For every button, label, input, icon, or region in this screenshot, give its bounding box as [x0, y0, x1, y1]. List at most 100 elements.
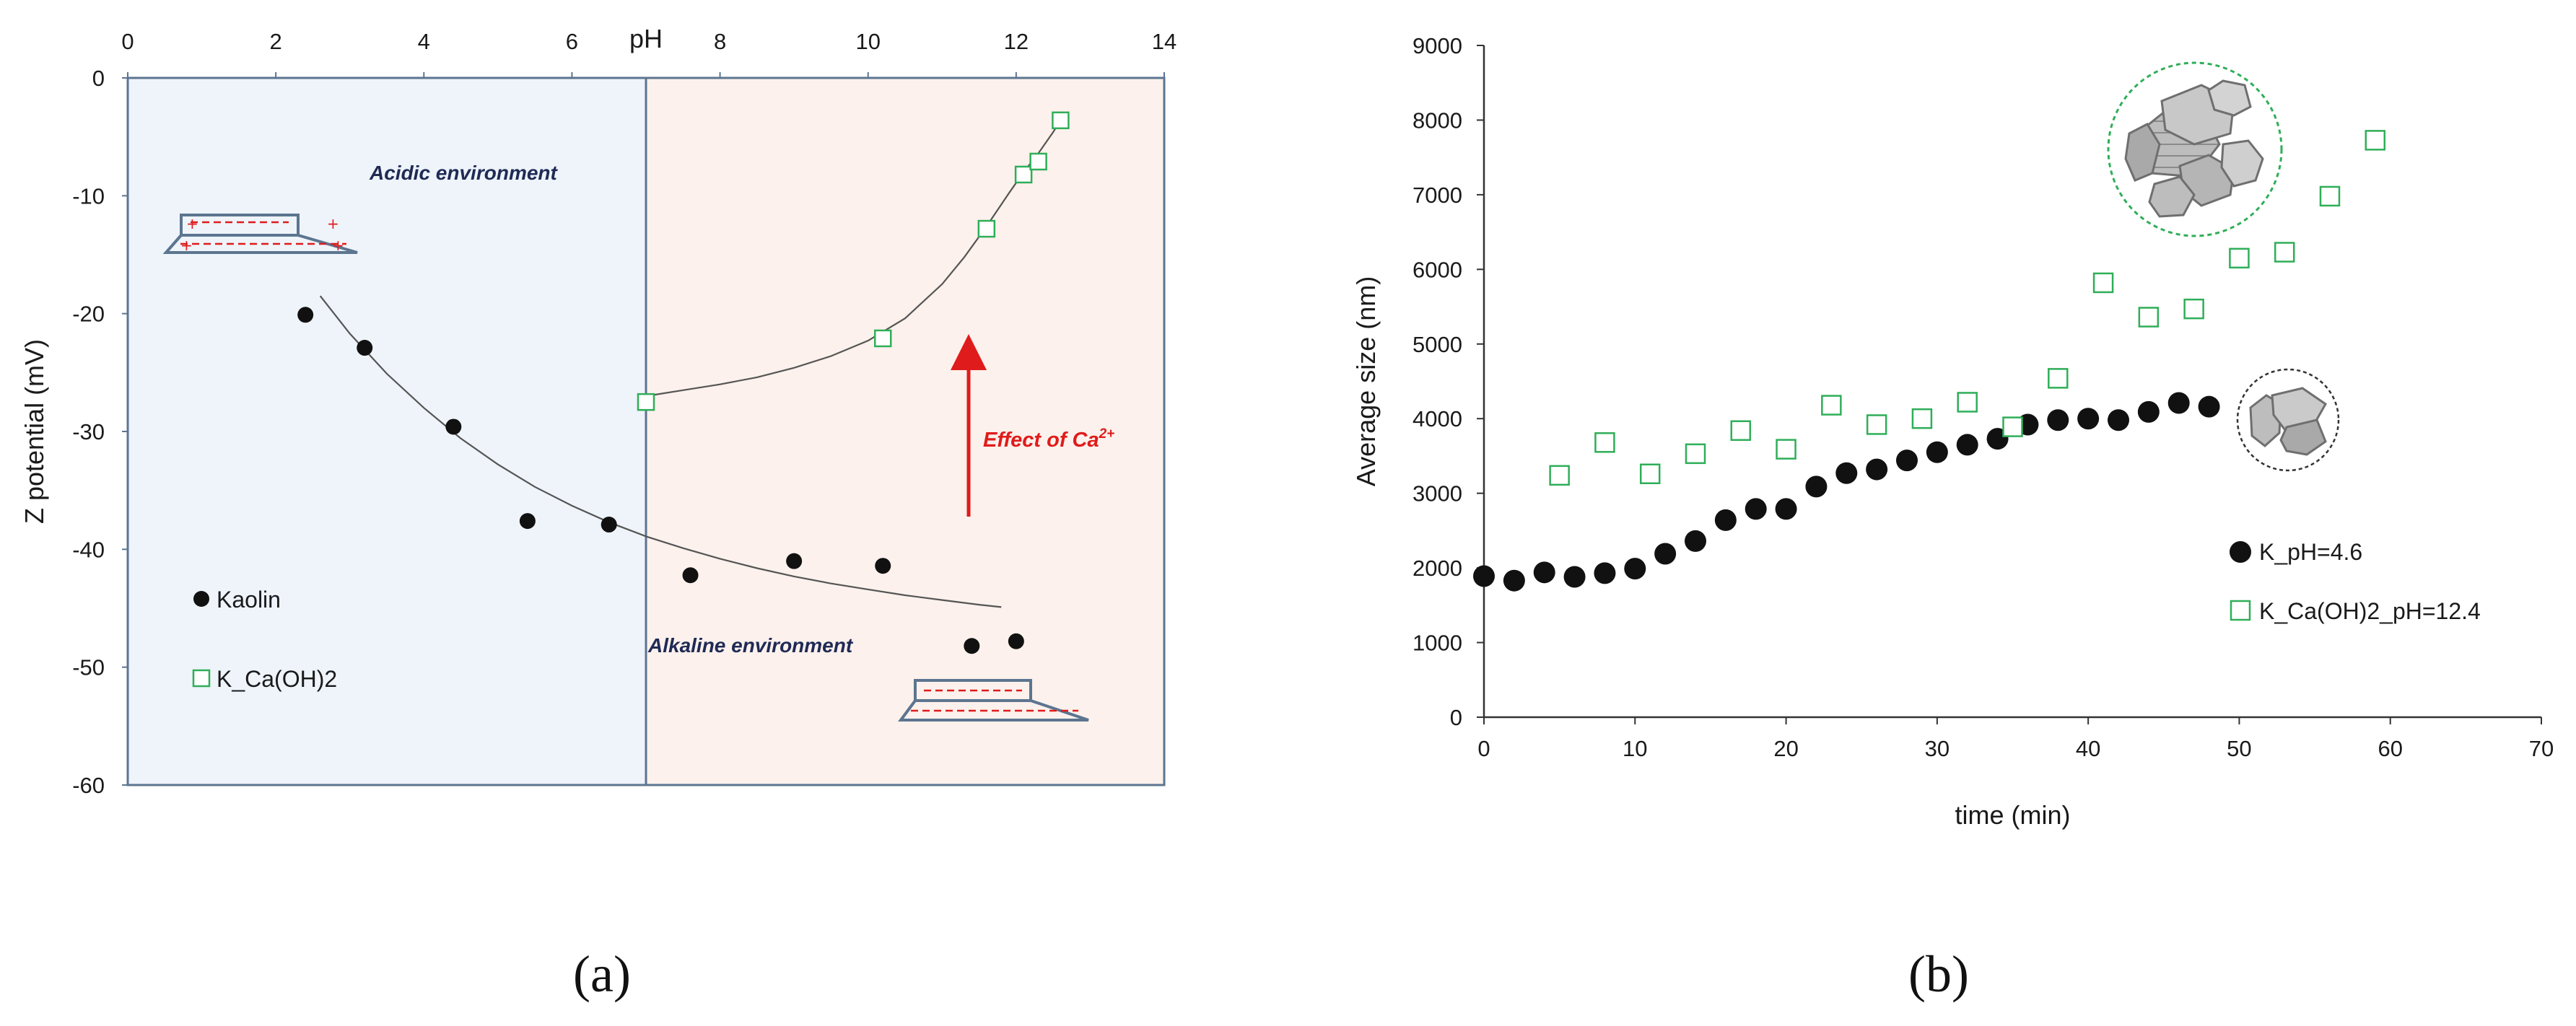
data-point-caoh2-ph124 — [1776, 439, 1796, 460]
x-tick-label: 14 — [1152, 29, 1176, 54]
data-point-caoh2 — [977, 219, 996, 238]
data-point-caoh2-ph124 — [1685, 443, 1706, 465]
negative-particle-schematic — [898, 679, 1089, 722]
data-point-caoh2 — [1029, 152, 1047, 171]
x-tick-label: 4 — [418, 29, 430, 54]
data-point-kaolin-ph46 — [2108, 409, 2129, 431]
data-point-kaolin-ph46 — [2167, 392, 2190, 414]
svg-text:+: + — [332, 237, 344, 254]
y-tick-label: -30 — [72, 419, 105, 444]
data-point-kaolin-ph46 — [1594, 562, 1616, 584]
data-point-caoh2-ph124 — [2319, 185, 2341, 207]
data-point-kaolin-ph46 — [1775, 498, 1797, 520]
data-point-kaolin-ph46 — [1956, 434, 1978, 456]
data-point-kaolin-ph46 — [1714, 509, 1737, 531]
data-point-caoh2-ph124 — [1911, 408, 1933, 429]
x-axis-title-b: time (min) — [1955, 800, 2071, 830]
legend-label-kaolin: Kaolin — [217, 587, 281, 613]
data-point-kaolin-ph46 — [1654, 543, 1677, 565]
y-tick-label: 1000 — [1413, 631, 1462, 656]
data-point-caoh2 — [1052, 111, 1070, 130]
legend-label-caoh2: K_Ca(OH)2 — [217, 666, 337, 692]
data-point-kaolin — [1008, 633, 1024, 649]
y-tick-label: 2000 — [1413, 556, 1462, 581]
y-tick-label: 8000 — [1413, 108, 1462, 133]
data-point-kaolin — [964, 638, 980, 654]
x-tick-label: 6 — [566, 29, 578, 54]
data-point-kaolin — [601, 517, 617, 533]
data-point-kaolin-ph46 — [1533, 561, 1555, 584]
legend-label-caoh2-ph124: K_Ca(OH)2_pH=12.4 — [2259, 598, 2481, 624]
legend-marker-kaolin-ph46 — [2230, 541, 2251, 563]
data-point-kaolin — [445, 418, 462, 435]
data-points-b — [1473, 130, 2386, 592]
effect-label-main: Effect of Ca — [983, 429, 1099, 452]
data-point-kaolin — [297, 307, 314, 323]
data-point-kaolin-ph46 — [1805, 475, 1828, 498]
data-point-caoh2-ph124 — [2365, 130, 2386, 151]
data-point-kaolin-ph46 — [1835, 462, 1858, 484]
data-point-caoh2 — [873, 329, 892, 348]
alkaline-region — [646, 78, 1164, 785]
data-point-caoh2 — [637, 393, 655, 411]
data-point-kaolin-ph46 — [1503, 569, 1525, 592]
x-tick-label: 20 — [1773, 736, 1798, 761]
x-tick-label: 30 — [1925, 736, 1950, 761]
y-axis-title-b: Average size (nm) — [1351, 276, 1381, 486]
x-tick-label: 60 — [2378, 736, 2402, 761]
data-point-kaolin-ph46 — [1745, 498, 1767, 520]
y-tick-label: -10 — [72, 183, 105, 209]
x-tick-label: 12 — [1004, 29, 1029, 54]
svg-text:+: + — [180, 237, 193, 254]
data-point-kaolin-ph46 — [1685, 530, 1706, 552]
data-point-kaolin-ph46 — [1473, 565, 1495, 587]
x-tick-label: 10 — [1623, 736, 1647, 761]
y-tick-label: -60 — [72, 773, 105, 798]
acidic-label: Acidic environment — [369, 162, 559, 184]
x-tick-label: 70 — [2529, 736, 2554, 761]
legend-a: Kaolin K_Ca(OH)2 — [192, 587, 337, 692]
data-point-kaolin — [682, 567, 699, 584]
x-tick-label: 0 — [1477, 736, 1490, 761]
data-point-caoh2 — [1014, 165, 1033, 184]
data-point-caoh2-ph124 — [2002, 416, 2023, 437]
x-tick-label: 0 — [121, 29, 134, 54]
data-point-caoh2-ph124 — [1639, 463, 1661, 485]
data-point-caoh2-ph124 — [2138, 307, 2160, 328]
data-point-caoh2-ph124 — [1549, 465, 1570, 486]
data-point-kaolin-ph46 — [1563, 566, 1586, 588]
data-point-caoh2-ph124 — [2092, 272, 2114, 294]
data-point-kaolin — [357, 340, 373, 356]
y-tick-label: 9000 — [1413, 33, 1462, 58]
x-tick-label: 10 — [855, 29, 880, 54]
data-point-caoh2-ph124 — [1821, 395, 1842, 416]
chart-b: 0 10 20 30 40 50 60 70 0 1000 2000 3000 4000 5000 600… — [1351, 33, 2554, 1003]
data-point-caoh2-ph124 — [2274, 242, 2295, 263]
legend-label-kaolin-ph46: K_pH=4.6 — [2259, 539, 2362, 565]
y-axis-title-a: Z potential (mV) — [19, 339, 49, 524]
x-tick-label: 50 — [2227, 736, 2251, 761]
data-point-caoh2-ph124 — [1957, 392, 1978, 413]
x-tick-labels-b: 0 10 20 30 40 50 60 70 — [1477, 717, 2554, 761]
y-tick-labels-b: 0 1000 2000 3000 4000 5000 6000 7000 8000 9000 — [1413, 33, 1484, 730]
svg-text:+: + — [327, 215, 339, 232]
x-axis-title-a: pH — [629, 24, 663, 53]
y-tick-label: 0 — [92, 66, 105, 91]
panel-label-b: (b) — [1908, 945, 1969, 1003]
data-point-kaolin-ph46 — [1926, 441, 1948, 463]
data-point-caoh2-ph124 — [1594, 432, 1615, 453]
acidic-region — [128, 78, 646, 785]
panel-label-a: (a) — [573, 945, 631, 1003]
data-point-kaolin — [786, 553, 803, 569]
data-point-kaolin-ph46 — [2198, 395, 2220, 418]
y-tick-label: -20 — [72, 302, 105, 327]
data-point-kaolin — [875, 558, 891, 574]
y-tick-label: 6000 — [1413, 257, 1462, 282]
legend-b: K_pH=4.6 K_Ca(OH)2_pH=12.4 — [2230, 539, 2481, 624]
data-point-kaolin-ph46 — [2137, 400, 2160, 423]
data-point-kaolin-ph46 — [1624, 558, 1646, 580]
x-tick-label: 40 — [2076, 736, 2100, 761]
data-point-kaolin — [519, 513, 536, 530]
x-tick-label: 8 — [714, 29, 726, 54]
